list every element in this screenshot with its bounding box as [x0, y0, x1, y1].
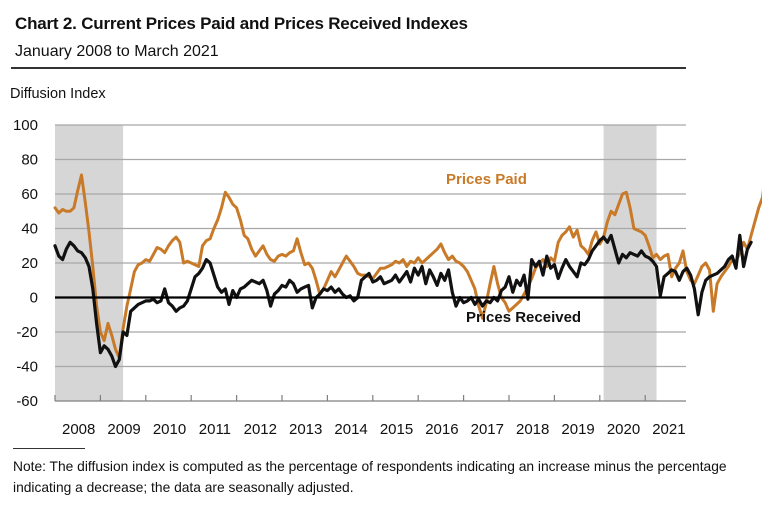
y-tick-label: 60 [21, 186, 38, 203]
chart-note: Note: The diffusion index is computed as… [13, 459, 727, 495]
y-axis-label: Diffusion Index [10, 86, 106, 102]
y-tick-label: 0 [30, 290, 38, 307]
x-tick-label: 2019 [561, 421, 594, 438]
series-line-prices-paid [53, 173, 762, 360]
y-tick-label: -20 [16, 324, 38, 341]
series-line-prices-received [53, 233, 753, 369]
x-tick-label: 2020 [607, 421, 640, 438]
x-tick-label: 2014 [334, 421, 367, 438]
series-labels-group: Prices Paid Prices Received [446, 171, 581, 326]
x-tick-label: 2017 [471, 421, 504, 438]
gridlines-group [55, 124, 686, 368]
x-axis-group: 2008 2009 2010 2011 2012 2013 2014 2015 2016 2017… [54, 395, 686, 438]
footnote-divider [13, 448, 85, 449]
y-tick-label: 100 [13, 117, 38, 134]
x-tick-label: 2008 [62, 421, 95, 438]
x-tick-label: 2012 [244, 421, 277, 438]
x-tick-label: 2010 [153, 421, 186, 438]
x-tick-label: 2018 [516, 421, 549, 438]
x-tick-label: 2009 [107, 421, 140, 438]
x-tick-label: 2021 [652, 421, 685, 438]
series-label-prices-received: Prices Received [466, 309, 581, 326]
x-tick-label: 2011 [199, 421, 231, 438]
chart-subtitle: January 2008 to March 2021 [15, 43, 219, 60]
x-tick-label: 2016 [425, 421, 458, 438]
chart-title: Chart 2. Current Prices Paid and Prices … [15, 14, 468, 33]
y-tick-label: -40 [16, 359, 38, 376]
y-tick-labels-group: 100 80 60 40 20 0 -20 -40 -60 [13, 117, 38, 410]
title-divider [11, 67, 686, 69]
y-tick-label: 40 [21, 221, 38, 238]
y-tick-label: -60 [16, 393, 38, 410]
x-tick-label: 2015 [380, 421, 413, 438]
series-label-prices-paid: Prices Paid [446, 171, 527, 188]
y-tick-label: 20 [21, 255, 38, 272]
x-tick-label: 2013 [289, 421, 322, 438]
series-lines-group [53, 173, 762, 369]
y-tick-label: 80 [21, 152, 38, 169]
